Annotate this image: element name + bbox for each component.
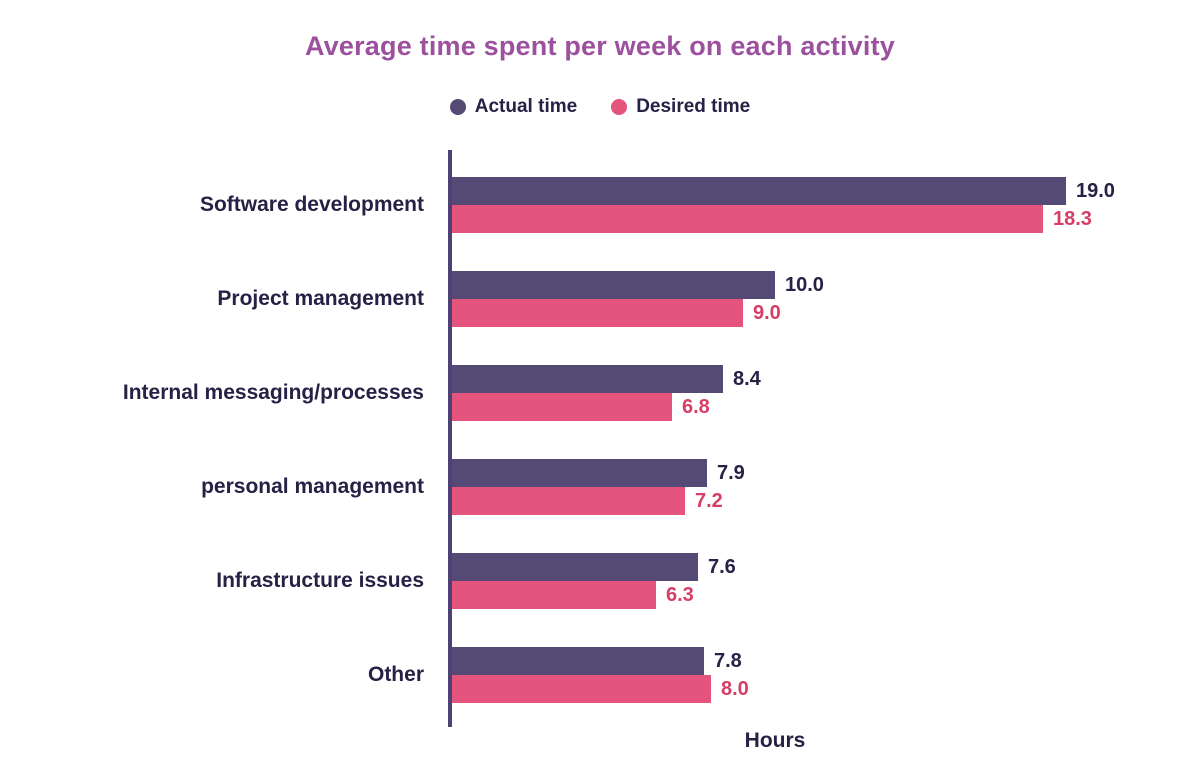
desired-time-bar (452, 393, 672, 421)
chart-title: Average time spent per week on each acti… (304, 31, 896, 61)
bar-line: 10.0 (452, 271, 1200, 299)
category-label: Other (367, 663, 424, 687)
bar-group: 7.9 7.2 (452, 459, 1200, 515)
category-label: personal management (201, 475, 424, 499)
bar-group: 19.0 18.3 (452, 177, 1200, 233)
chart-row: personal management 7.9 7.2 (0, 459, 1200, 515)
actual-time-bar (452, 647, 704, 675)
chart-row: Infrastructure issues 7.6 6.3 (0, 553, 1200, 609)
actual-time-bar (452, 271, 775, 299)
bar-value-label: 18.3 (1053, 207, 1092, 230)
category-label: Infrastructure issues (216, 569, 424, 593)
x-axis-label: Hours (744, 729, 806, 752)
actual-time-bar (452, 365, 723, 393)
chart-plot-area: Software development 19.0 18.3 Project mana… (0, 150, 1200, 727)
bar-line: 7.9 (452, 459, 1200, 487)
bar-value-label: 7.9 (717, 461, 745, 484)
desired-time-bar (452, 205, 1043, 233)
category-label: Project management (217, 287, 424, 311)
bar-value-label: 8.4 (733, 367, 761, 390)
category-label: Internal messaging/processes (122, 381, 424, 405)
bar-group: 8.4 6.8 (452, 365, 1200, 421)
bar-line: 18.3 (452, 205, 1200, 233)
legend-item-actual: Actual time (449, 96, 578, 118)
desired-time-bar (452, 487, 685, 515)
bar-value-label: 7.8 (714, 649, 742, 672)
actual-time-bar (452, 459, 707, 487)
bar-value-label: 19.0 (1076, 179, 1115, 202)
desired-time-bar (452, 675, 711, 703)
bar-value-label: 6.3 (666, 583, 694, 606)
bar-line: 19.0 (452, 177, 1200, 205)
bar-group: 7.6 6.3 (452, 553, 1200, 609)
legend-item-desired: Desired time (611, 96, 750, 118)
bar-group: 10.0 9.0 (452, 271, 1200, 327)
y-axis-line (448, 150, 452, 727)
bar-line: 8.0 (452, 675, 1200, 703)
bar-group: 7.8 8.0 (452, 647, 1200, 703)
chart-row: Software development 19.0 18.3 (0, 177, 1200, 233)
legend-label-actual: Actual time (474, 96, 578, 117)
chart-row: Project management 10.0 9.0 (0, 271, 1200, 327)
bar-line: 7.8 (452, 647, 1200, 675)
chart-row: Internal messaging/processes 8.4 6.8 (0, 365, 1200, 421)
bar-value-label: 10.0 (785, 273, 824, 296)
actual-time-bar (452, 177, 1066, 205)
bar-line: 6.3 (452, 581, 1200, 609)
bar-line: 6.8 (452, 393, 1200, 421)
bar-value-label: 8.0 (721, 677, 749, 700)
chart-row: Other 7.8 8.0 (0, 647, 1200, 703)
desired-time-bar (452, 299, 743, 327)
category-label: Software development (199, 193, 424, 217)
bar-value-label: 7.2 (695, 489, 723, 512)
bar-value-label: 6.8 (682, 395, 710, 418)
bar-line: 7.6 (452, 553, 1200, 581)
legend: Actual time Desired time (0, 96, 1200, 118)
bar-line: 9.0 (452, 299, 1200, 327)
bar-value-label: 7.6 (708, 555, 736, 578)
legend-label-desired: Desired time (636, 96, 751, 117)
desired-time-dot-icon (611, 99, 628, 115)
bar-value-label: 9.0 (753, 301, 781, 324)
desired-time-bar (452, 581, 656, 609)
bar-line: 8.4 (452, 365, 1200, 393)
chart-rows: Software development 19.0 18.3 Project mana… (0, 177, 1200, 741)
bar-line: 7.2 (452, 487, 1200, 515)
actual-time-dot-icon (449, 99, 466, 115)
actual-time-bar (452, 553, 698, 581)
